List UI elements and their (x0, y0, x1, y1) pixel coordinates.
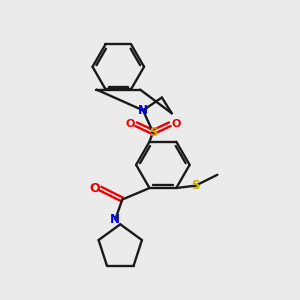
Text: N: N (110, 213, 120, 226)
Text: O: O (171, 119, 180, 129)
Text: N: N (138, 104, 148, 117)
Text: O: O (89, 182, 100, 195)
Text: S: S (149, 126, 157, 139)
Text: O: O (125, 119, 135, 129)
Text: S: S (191, 179, 200, 192)
